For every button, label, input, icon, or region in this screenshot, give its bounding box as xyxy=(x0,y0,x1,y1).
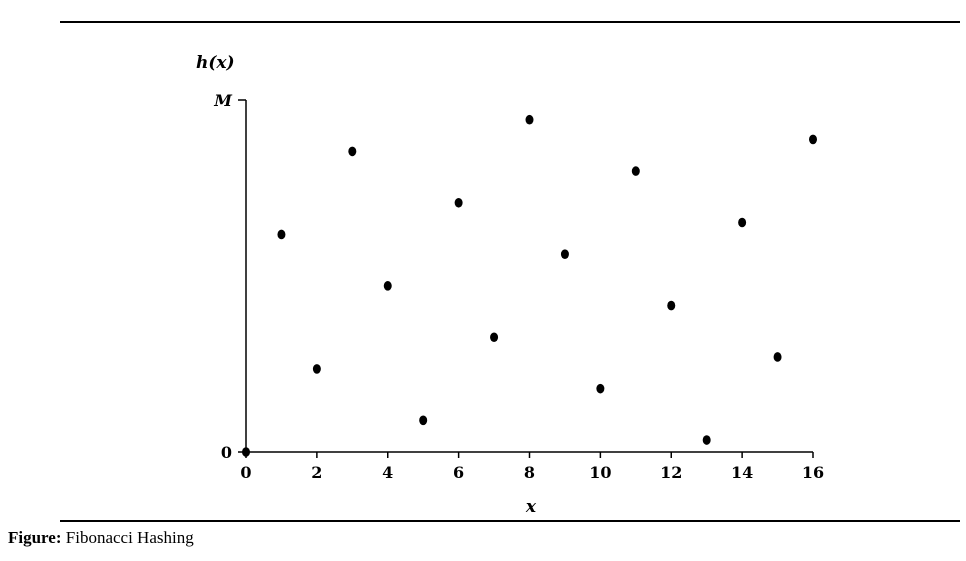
x-tick-label: 8 xyxy=(524,463,535,482)
data-point xyxy=(312,364,321,374)
axes xyxy=(245,100,813,453)
x-tick-label: 10 xyxy=(589,463,611,482)
data-point xyxy=(454,197,463,208)
y-tick-label: 0 xyxy=(221,443,232,462)
x-tick-label: 12 xyxy=(660,463,682,482)
x-tick-label: 2 xyxy=(311,463,322,482)
data-point xyxy=(348,146,357,157)
y-axis-label: h(x) xyxy=(196,53,235,73)
data-point xyxy=(383,281,392,291)
caption-label: Figure: xyxy=(8,528,62,547)
x-tick-label: 0 xyxy=(240,463,251,482)
data-point xyxy=(490,332,499,343)
data-point xyxy=(667,300,676,311)
data-point xyxy=(560,249,569,259)
y-tick-label: M xyxy=(213,91,233,110)
figure-caption: Figure: Fibonacci Hashing xyxy=(8,528,194,548)
x-tick-label: 14 xyxy=(731,463,753,482)
data-point xyxy=(702,435,711,445)
data-point xyxy=(773,352,782,362)
data-point xyxy=(277,229,286,240)
x-tick-label: 6 xyxy=(453,463,464,482)
x-tick-label: 16 xyxy=(802,463,824,482)
data-point xyxy=(596,383,605,394)
data-point xyxy=(525,114,534,125)
caption-text: Fibonacci Hashing xyxy=(61,528,194,547)
data-points xyxy=(242,114,817,457)
data-point xyxy=(738,217,747,228)
data-point xyxy=(809,134,817,145)
x-tick-label: 4 xyxy=(382,463,393,482)
data-point xyxy=(631,166,640,176)
ticks: 0 2 4 6 8 10 12 14 16 0 M xyxy=(213,91,824,482)
top-rule xyxy=(60,21,960,23)
bottom-rule xyxy=(60,520,960,522)
x-axis-label: x xyxy=(525,497,537,517)
scatter-chart: 0 2 4 6 8 10 12 14 16 0 M h(x) x xyxy=(196,53,824,517)
data-point xyxy=(242,447,250,457)
data-point xyxy=(419,415,428,426)
